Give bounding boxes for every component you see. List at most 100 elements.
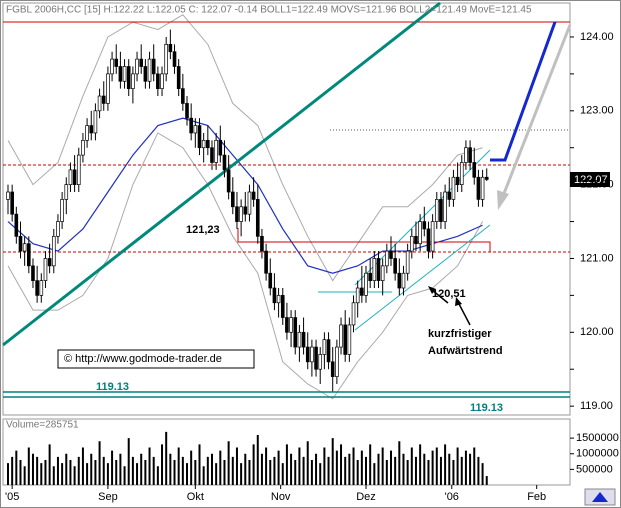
candle-body bbox=[97, 95, 102, 112]
y-tick-label: 124.00 bbox=[580, 31, 614, 43]
candle-body bbox=[368, 272, 372, 281]
x-tick-label: Nov bbox=[271, 491, 291, 503]
candle-body bbox=[197, 125, 202, 149]
candle-body bbox=[343, 324, 348, 355]
y-tick-label: 500000 bbox=[576, 463, 613, 475]
y-tick-label: 1000000 bbox=[576, 448, 619, 460]
candle-body bbox=[101, 95, 106, 104]
candle-body bbox=[230, 191, 235, 208]
candle-body bbox=[172, 51, 177, 67]
header: FGBL 2006H,CC [15] H:122.22 L:122.05 C: … bbox=[6, 5, 532, 16]
annotation: 120,51 bbox=[432, 288, 466, 300]
annotation: 121,23 bbox=[186, 224, 220, 236]
candle-body bbox=[168, 43, 173, 53]
annotation: 119.13 bbox=[96, 381, 129, 393]
candle-body bbox=[484, 176, 489, 180]
copyright: © http://www.godmode-trader.de bbox=[64, 353, 222, 365]
candle-body bbox=[93, 110, 98, 134]
price-panel bbox=[2, 2, 571, 416]
candle-body bbox=[22, 243, 27, 252]
candle-body bbox=[72, 169, 77, 185]
y-tick-label: 122.00 bbox=[580, 179, 614, 191]
candle-body bbox=[480, 176, 485, 200]
candle-body bbox=[235, 206, 239, 222]
candle-body bbox=[335, 346, 339, 377]
y-tick-label: 1500000 bbox=[576, 432, 619, 444]
x-tick-label: Sep bbox=[98, 491, 118, 503]
candle-body bbox=[131, 73, 135, 89]
candle-body bbox=[447, 191, 452, 200]
candle-body bbox=[218, 139, 223, 156]
candle-body bbox=[122, 66, 127, 82]
candle-body bbox=[351, 302, 356, 326]
bollinger-upper bbox=[7, 14, 483, 282]
candle-body bbox=[289, 317, 293, 333]
candle-body bbox=[226, 169, 231, 193]
candle-body bbox=[210, 147, 214, 163]
candle-body bbox=[418, 221, 422, 245]
arrow-head bbox=[455, 297, 462, 306]
candle-body bbox=[76, 154, 81, 185]
candle-body bbox=[280, 295, 285, 318]
candle-body bbox=[401, 272, 406, 289]
candle-body bbox=[39, 280, 44, 296]
volume-label: Volume=285751 bbox=[6, 420, 79, 431]
candle-body bbox=[409, 235, 414, 252]
candle-body bbox=[89, 125, 94, 134]
candle-body bbox=[181, 88, 185, 104]
candle-body bbox=[201, 139, 206, 149]
candle-body bbox=[268, 272, 273, 289]
candle-body bbox=[114, 58, 119, 67]
candle-body bbox=[68, 169, 73, 185]
candle-body bbox=[56, 221, 60, 237]
candle-body bbox=[143, 66, 148, 82]
candle-body bbox=[31, 265, 35, 281]
candle-body bbox=[326, 339, 331, 363]
candle-body bbox=[151, 58, 156, 75]
candle-body bbox=[422, 221, 427, 230]
candle-body bbox=[347, 324, 352, 355]
candle-body bbox=[189, 117, 193, 134]
candle-body bbox=[455, 176, 460, 185]
candle-body bbox=[43, 258, 48, 281]
candle-body bbox=[405, 250, 410, 274]
candle-body bbox=[339, 324, 343, 348]
candle-body bbox=[468, 147, 472, 163]
candle-body bbox=[64, 184, 69, 200]
candle-body bbox=[10, 191, 14, 215]
candle-body bbox=[243, 206, 248, 215]
candle-body bbox=[372, 258, 377, 281]
candle-body bbox=[47, 258, 52, 267]
arrow-head bbox=[428, 286, 436, 294]
candle-body bbox=[247, 191, 252, 215]
candle-body bbox=[385, 250, 389, 267]
candle-body bbox=[293, 317, 298, 348]
candle-body bbox=[276, 295, 281, 304]
candle-body bbox=[185, 103, 189, 119]
candle-body bbox=[106, 73, 110, 104]
candle-body bbox=[264, 250, 268, 274]
candle-body bbox=[434, 199, 439, 222]
candle-body bbox=[18, 235, 23, 252]
candle-body bbox=[135, 58, 139, 75]
candle-body bbox=[414, 235, 418, 245]
candle-body bbox=[459, 162, 464, 185]
bollinger-lower bbox=[7, 132, 484, 400]
candle-body bbox=[443, 191, 447, 222]
candle-body bbox=[35, 280, 39, 296]
y-tick-label: 123.00 bbox=[580, 105, 614, 117]
annotation: 119.13 bbox=[470, 402, 503, 414]
candle-body bbox=[193, 125, 198, 134]
candle-body bbox=[310, 346, 314, 363]
last-price: 122.07 bbox=[574, 174, 608, 186]
candle-body bbox=[126, 66, 131, 89]
candle-body bbox=[297, 331, 302, 348]
candle-body bbox=[301, 331, 306, 348]
annotation: Aufwärtstrend bbox=[428, 345, 503, 357]
candle-body bbox=[464, 147, 468, 163]
candle-body bbox=[376, 258, 381, 281]
channel-line bbox=[354, 224, 491, 331]
icon bbox=[592, 492, 608, 502]
candle-body bbox=[285, 317, 289, 333]
